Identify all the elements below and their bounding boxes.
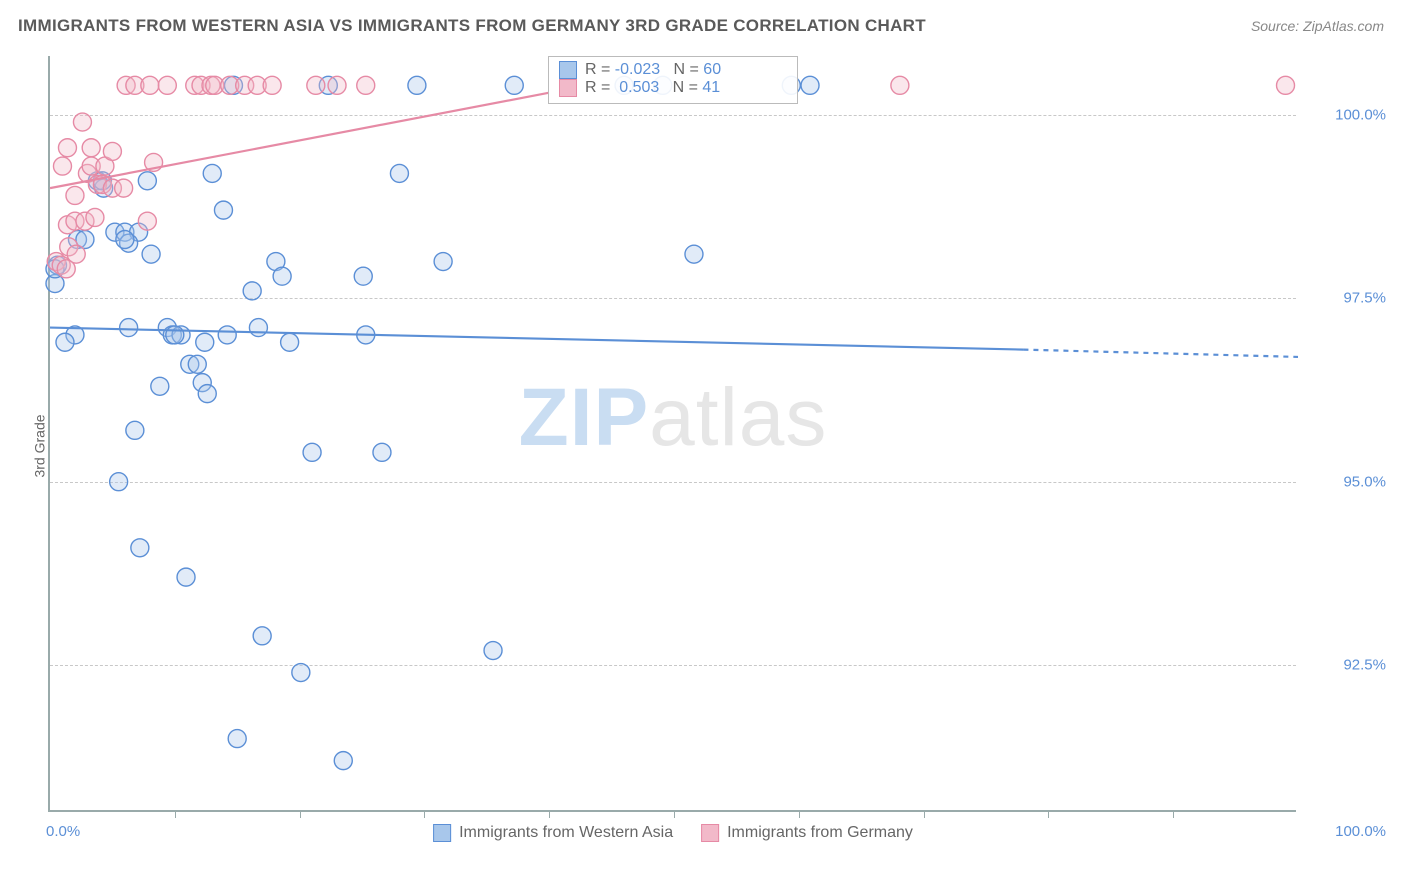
trend-line [50,93,549,188]
scatter-point [82,139,100,157]
x-tick [674,810,675,818]
legend-swatch [559,61,577,79]
scatter-point [151,377,169,395]
y-tick-label: 97.5% [1343,290,1386,307]
scatter-point [158,76,176,94]
scatter-point [218,326,236,344]
scatter-point [166,326,184,344]
x-max-label: 100.0% [1335,823,1386,840]
scatter-point [115,179,133,197]
legend-series: Immigrants from Western Asia Immigrants f… [433,824,913,842]
x-min-label: 0.0% [46,823,80,840]
scatter-point [73,113,91,131]
scatter-point [484,642,502,660]
legend-label: Immigrants from Western Asia [459,824,673,842]
scatter-point [408,76,426,94]
scatter-point [120,319,138,337]
scatter-point [198,385,216,403]
legend-correlation: R = -0.023 N = 60R = 0.503 N = 41 [548,56,798,104]
scatter-point [131,539,149,557]
scatter-point [685,245,703,263]
scatter-point [203,164,221,182]
scatter-point [142,245,160,263]
scatter-point [281,333,299,351]
source-label: Source: ZipAtlas.com [1251,18,1384,34]
scatter-point [116,230,134,248]
chart-title: IMMIGRANTS FROM WESTERN ASIA VS IMMIGRAN… [18,16,926,36]
scatter-point [354,267,372,285]
scatter-point [243,282,261,300]
scatter-point [434,253,452,271]
legend-text: R = -0.023 N = 60 [585,61,721,79]
x-tick [799,810,800,818]
scatter-point [53,157,71,175]
scatter-point [67,245,85,263]
scatter-point [66,186,84,204]
scatter-point [334,752,352,770]
scatter-point [196,333,214,351]
legend-swatch [433,824,451,842]
scatter-point [56,333,74,351]
x-tick [1173,810,1174,818]
scatter-point [58,139,76,157]
scatter-point [214,201,232,219]
legend-item: Immigrants from Western Asia [433,824,673,842]
legend-label: Immigrants from Germany [727,824,913,842]
scatter-point [228,730,246,748]
legend-swatch [559,79,577,97]
legend-text: R = 0.503 N = 41 [585,79,720,97]
scatter-point [1277,76,1295,94]
scatter-point [86,208,104,226]
y-axis-label: 3rd Grade [32,414,48,477]
x-tick [549,810,550,818]
scatter-point [390,164,408,182]
y-tick-label: 100.0% [1335,106,1386,123]
scatter-point [292,664,310,682]
scatter-point [373,443,391,461]
legend-swatch [701,824,719,842]
scatter-point [801,76,819,94]
scatter-point [177,568,195,586]
legend-item: Immigrants from Germany [701,824,913,842]
x-tick [300,810,301,818]
x-tick [1048,810,1049,818]
x-tick [424,810,425,818]
trend-line-dash [1023,350,1298,357]
scatter-point [103,142,121,160]
scatter-point [138,212,156,230]
scatter-point [263,76,281,94]
y-tick-label: 92.5% [1343,657,1386,674]
scatter-point [253,627,271,645]
scatter-point [110,473,128,491]
scatter-point [328,76,346,94]
scatter-point [303,443,321,461]
scatter-point [307,76,325,94]
scatter-point [141,76,159,94]
scatter-point [891,76,909,94]
legend-row: R = -0.023 N = 60 [559,61,783,79]
legend-row: R = 0.503 N = 41 [559,79,783,97]
scatter-point [126,421,144,439]
plot-area: ZIPatlas 92.5%95.0%97.5%100.0% 0.0% 100.… [48,56,1296,812]
x-tick [924,810,925,818]
scatter-point [505,76,523,94]
scatter-svg [50,56,1296,810]
scatter-point [273,267,291,285]
scatter-point [188,355,206,373]
scatter-point [249,319,267,337]
scatter-point [357,76,375,94]
y-tick-label: 95.0% [1343,473,1386,490]
x-tick [175,810,176,818]
scatter-point [138,172,156,190]
